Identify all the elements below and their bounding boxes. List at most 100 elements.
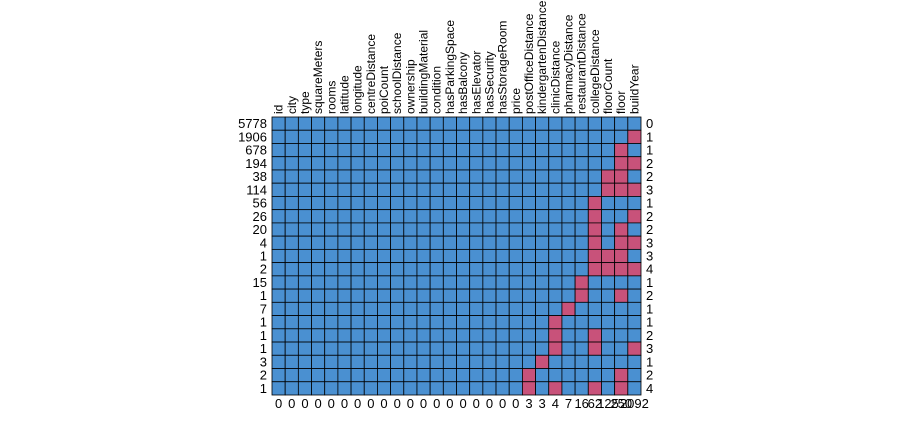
pattern-cell: [297, 381, 312, 396]
pattern-cell: [337, 209, 352, 224]
pattern-cell: [442, 116, 457, 131]
column-label: clinicDistance: [548, 40, 562, 114]
row-missing-count-label: 1: [646, 196, 653, 211]
pattern-cell: [429, 275, 444, 290]
pattern-cell: [535, 116, 550, 131]
pattern-cell: [403, 116, 418, 131]
pattern-cell: [337, 222, 352, 237]
row-frequency-label: 20: [253, 222, 267, 237]
pattern-cell: [601, 143, 616, 158]
pattern-cell: [535, 381, 550, 396]
column-missing-count-label: 0: [459, 396, 466, 411]
pattern-cell: [311, 156, 326, 171]
pattern-cell: [390, 262, 405, 277]
pattern-cell: [337, 381, 352, 396]
pattern-cell: [350, 248, 365, 264]
pattern-cell: [324, 341, 339, 356]
pattern-cell: [403, 341, 418, 356]
pattern-cell: [456, 143, 471, 158]
pattern-cell: [535, 288, 550, 303]
row-missing-count-label: 3: [646, 182, 653, 197]
pattern-cell: [521, 341, 536, 356]
pattern-cell: [535, 156, 550, 171]
pattern-cell: [587, 328, 602, 343]
pattern-cell: [416, 381, 431, 396]
pattern-cell: [377, 381, 392, 396]
pattern-cell: [284, 143, 299, 158]
pattern-cell: [495, 116, 510, 131]
pattern-cell: [614, 368, 629, 383]
pattern-cell: [284, 301, 299, 316]
pattern-cell: [614, 288, 629, 303]
pattern-cell: [311, 196, 326, 211]
pattern-cell: [284, 354, 299, 369]
pattern-cell: [469, 182, 484, 197]
pattern-cell: [456, 116, 471, 131]
pattern-cell: [521, 182, 536, 197]
pattern-cell: [482, 143, 497, 158]
column-label: hasElevator: [469, 51, 483, 114]
pattern-cell: [390, 235, 405, 250]
pattern-cell: [337, 248, 352, 264]
row-missing-count-label: 2: [646, 209, 653, 224]
pattern-cell: [297, 156, 312, 171]
pattern-cell: [456, 341, 471, 356]
pattern-cell: [601, 341, 616, 356]
pattern-cell: [337, 169, 352, 184]
pattern-cell: [297, 248, 312, 264]
pattern-cell: [614, 301, 629, 316]
pattern-cell: [495, 182, 510, 197]
pattern-cell: [521, 209, 536, 224]
pattern-cell: [416, 156, 431, 171]
pattern-cell: [350, 301, 365, 316]
pattern-cell: [482, 182, 497, 197]
pattern-cell: [508, 169, 523, 184]
pattern-cell: [587, 341, 602, 356]
pattern-cell: [429, 328, 444, 343]
pattern-cell: [311, 222, 326, 237]
pattern-cell: [574, 275, 589, 290]
pattern-cell: [284, 288, 299, 303]
pattern-cell: [390, 156, 405, 171]
pattern-cell: [297, 196, 312, 211]
pattern-cell: [390, 328, 405, 343]
pattern-cell: [508, 116, 523, 131]
pattern-cell: [456, 354, 471, 369]
pattern-cell: [456, 156, 471, 171]
pattern-cell: [311, 275, 326, 290]
pattern-cell: [390, 143, 405, 158]
pattern-cell: [416, 368, 431, 383]
pattern-cell: [508, 288, 523, 303]
pattern-cell: [535, 328, 550, 343]
column-missing-count-label: 0: [473, 396, 480, 411]
pattern-cell: [482, 116, 497, 131]
pattern-cell: [614, 129, 629, 144]
pattern-cell: [377, 275, 392, 290]
pattern-cell: [548, 182, 563, 197]
column-label: postOfficeDistance: [522, 13, 536, 114]
pattern-cell: [403, 209, 418, 224]
pattern-cell: [561, 288, 576, 303]
pattern-cell: [521, 235, 536, 250]
pattern-cell: [521, 222, 536, 237]
pattern-cell: [416, 222, 431, 237]
pattern-cell: [324, 169, 339, 184]
pattern-cell: [548, 143, 563, 158]
pattern-cell: [548, 354, 563, 369]
pattern-cell: [587, 156, 602, 171]
pattern-cell: [442, 381, 457, 396]
pattern-cell: [614, 209, 629, 224]
row-frequency-label: 15: [253, 275, 267, 290]
column-label: city: [285, 96, 299, 114]
pattern-cell: [390, 116, 405, 131]
row-frequency-label: 2: [260, 368, 267, 383]
pattern-cell: [311, 262, 326, 277]
pattern-cell: [482, 248, 497, 264]
column-missing-count-label: 2092: [620, 396, 649, 411]
pattern-cell: [271, 222, 286, 237]
pattern-cell: [469, 248, 484, 264]
row-frequency-label: 38: [253, 169, 267, 184]
pattern-cell: [350, 156, 365, 171]
